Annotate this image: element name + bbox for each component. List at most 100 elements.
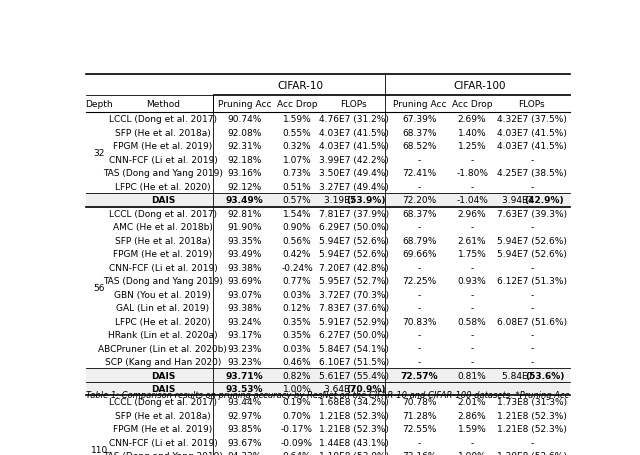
Text: 94.33%: 94.33% xyxy=(227,451,262,455)
Text: 92.12%: 92.12% xyxy=(227,182,261,192)
Text: 5.84E7: 5.84E7 xyxy=(502,371,536,379)
Text: SCP (Kang and Han 2020): SCP (Kang and Han 2020) xyxy=(105,357,221,366)
Text: 93.69%: 93.69% xyxy=(227,277,262,286)
Text: -: - xyxy=(418,223,421,232)
Text: FPGM (He et al. 2019): FPGM (He et al. 2019) xyxy=(113,425,212,434)
Text: 1.25%: 1.25% xyxy=(458,142,486,151)
Text: FLOPs: FLOPs xyxy=(518,100,545,109)
Text: -0.09%: -0.09% xyxy=(281,438,313,447)
Text: -: - xyxy=(418,438,421,447)
Text: LFPC (He et al. 2020): LFPC (He et al. 2020) xyxy=(115,317,211,326)
Text: -: - xyxy=(470,182,474,192)
Text: 72.57%: 72.57% xyxy=(401,371,438,379)
Text: 93.07%: 93.07% xyxy=(227,290,262,299)
Text: CIFAR-100: CIFAR-100 xyxy=(453,81,506,91)
Text: 6.08E7 (51.6%): 6.08E7 (51.6%) xyxy=(497,317,567,326)
Text: 6.29E7 (50.0%): 6.29E7 (50.0%) xyxy=(319,223,388,232)
Text: 3.72E7 (70.3%): 3.72E7 (70.3%) xyxy=(319,290,388,299)
Text: -: - xyxy=(470,156,474,165)
Text: 1.19E8 (53.0%): 1.19E8 (53.0%) xyxy=(319,451,388,455)
Text: GAL (Lin et al. 2019): GAL (Lin et al. 2019) xyxy=(116,303,209,313)
Text: 1.40%: 1.40% xyxy=(458,129,486,138)
Text: 7.20E7 (42.8%): 7.20E7 (42.8%) xyxy=(319,263,388,272)
Text: Acc Drop: Acc Drop xyxy=(276,100,317,109)
Text: 93.71%: 93.71% xyxy=(225,371,263,379)
Text: 1.21E8 (52.3%): 1.21E8 (52.3%) xyxy=(497,411,567,420)
Text: (42.9%): (42.9%) xyxy=(525,196,564,205)
Text: 0.03%: 0.03% xyxy=(283,344,312,353)
Text: -: - xyxy=(470,344,474,353)
Text: 92.81%: 92.81% xyxy=(227,209,262,218)
Text: 93.53%: 93.53% xyxy=(225,384,263,393)
Text: 0.12%: 0.12% xyxy=(283,303,311,313)
Text: (53.6%): (53.6%) xyxy=(525,371,564,379)
Text: 0.57%: 0.57% xyxy=(283,196,312,205)
Text: LCCL (Dong et al. 2017): LCCL (Dong et al. 2017) xyxy=(109,115,217,124)
Text: TAS (Dong and Yang 2019): TAS (Dong and Yang 2019) xyxy=(103,169,223,178)
Text: 93.16%: 93.16% xyxy=(227,169,262,178)
Bar xyxy=(86,382,570,395)
Text: 7.63E7 (39.3%): 7.63E7 (39.3%) xyxy=(497,209,567,218)
Text: 7.83E7 (37.6%): 7.83E7 (37.6%) xyxy=(319,303,388,313)
Text: 67.39%: 67.39% xyxy=(402,115,436,124)
Text: 1.20E8 (52.6%): 1.20E8 (52.6%) xyxy=(497,451,567,455)
Text: 0.56%: 0.56% xyxy=(283,236,312,245)
Text: 0.77%: 0.77% xyxy=(283,277,312,286)
Text: -: - xyxy=(418,303,421,313)
Text: (53.9%): (53.9%) xyxy=(346,196,386,205)
Text: 0.81%: 0.81% xyxy=(458,371,486,379)
Text: -: - xyxy=(470,223,474,232)
Text: -: - xyxy=(418,156,421,165)
Text: 1.54%: 1.54% xyxy=(283,209,311,218)
Text: 5.91E7 (52.9%): 5.91E7 (52.9%) xyxy=(319,317,388,326)
Text: TAS (Dong and Yang 2019): TAS (Dong and Yang 2019) xyxy=(103,277,223,286)
Text: 6.12E7 (51.3%): 6.12E7 (51.3%) xyxy=(497,277,567,286)
Text: FLOPs: FLOPs xyxy=(340,100,367,109)
Text: 0.82%: 0.82% xyxy=(283,371,311,379)
Text: 90.74%: 90.74% xyxy=(227,115,262,124)
Text: LCCL (Dong et al. 2017): LCCL (Dong et al. 2017) xyxy=(109,209,217,218)
Bar xyxy=(86,369,570,382)
Text: -: - xyxy=(418,344,421,353)
Text: 3.27E7 (49.4%): 3.27E7 (49.4%) xyxy=(319,182,388,192)
Text: 70.83%: 70.83% xyxy=(402,317,436,326)
Text: -: - xyxy=(418,330,421,339)
Text: 92.08%: 92.08% xyxy=(227,129,262,138)
Text: 0.70%: 0.70% xyxy=(283,411,312,420)
Text: 0.35%: 0.35% xyxy=(283,330,312,339)
Text: -: - xyxy=(470,263,474,272)
Text: LFPC (He et al. 2020): LFPC (He et al. 2020) xyxy=(115,182,211,192)
Text: 93.44%: 93.44% xyxy=(227,398,261,407)
Text: 0.03%: 0.03% xyxy=(283,290,312,299)
Text: 68.52%: 68.52% xyxy=(403,142,436,151)
Text: 4.03E7 (41.5%): 4.03E7 (41.5%) xyxy=(497,142,567,151)
Text: 1.75%: 1.75% xyxy=(458,250,486,258)
Text: 72.41%: 72.41% xyxy=(403,169,436,178)
Text: -: - xyxy=(530,344,534,353)
Text: 32: 32 xyxy=(93,149,105,158)
Text: Pruning Acc: Pruning Acc xyxy=(218,100,271,109)
Text: 0.64%: 0.64% xyxy=(283,451,311,455)
Text: 0.35%: 0.35% xyxy=(283,317,312,326)
Text: -: - xyxy=(470,290,474,299)
Text: CIFAR-10: CIFAR-10 xyxy=(278,81,324,91)
Text: 93.23%: 93.23% xyxy=(227,357,262,366)
Text: FPGM (He et al. 2019): FPGM (He et al. 2019) xyxy=(113,142,212,151)
Text: 92.97%: 92.97% xyxy=(227,411,262,420)
Text: 1.00%: 1.00% xyxy=(283,384,312,393)
Text: 1.59%: 1.59% xyxy=(283,115,312,124)
Text: 1.59%: 1.59% xyxy=(458,425,486,434)
Text: -1.04%: -1.04% xyxy=(456,196,488,205)
Text: 2.69%: 2.69% xyxy=(458,115,486,124)
Text: 1.44E8 (43.1%): 1.44E8 (43.1%) xyxy=(319,438,388,447)
Text: -: - xyxy=(470,357,474,366)
Text: 69.66%: 69.66% xyxy=(402,250,436,258)
Text: 93.49%: 93.49% xyxy=(225,196,263,205)
Text: DAIS: DAIS xyxy=(151,196,175,205)
Text: 6.27E7 (50.0%): 6.27E7 (50.0%) xyxy=(319,330,388,339)
Text: -: - xyxy=(530,303,534,313)
Text: DAIS: DAIS xyxy=(151,384,175,393)
Text: 72.20%: 72.20% xyxy=(403,196,436,205)
Text: 6.10E7 (51.5%): 6.10E7 (51.5%) xyxy=(319,357,388,366)
Text: Depth: Depth xyxy=(86,100,113,109)
